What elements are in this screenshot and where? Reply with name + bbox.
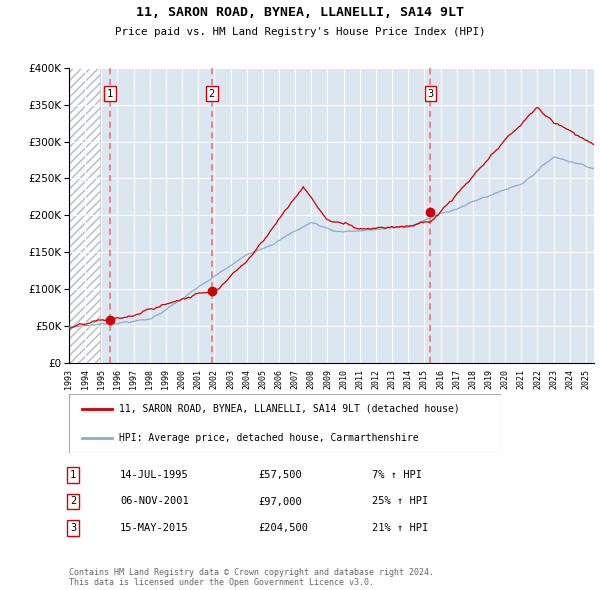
Text: 2009: 2009 [323, 369, 332, 389]
Text: 25% ↑ HPI: 25% ↑ HPI [372, 497, 428, 506]
Text: 2008: 2008 [307, 369, 316, 389]
Text: 2015: 2015 [420, 369, 429, 389]
Text: 2022: 2022 [533, 369, 542, 389]
Text: 2017: 2017 [452, 369, 461, 389]
Text: £204,500: £204,500 [258, 523, 308, 533]
Text: 1995: 1995 [97, 369, 106, 389]
Text: 2: 2 [209, 88, 215, 99]
Text: 2000: 2000 [178, 369, 187, 389]
Text: 14-JUL-1995: 14-JUL-1995 [120, 470, 189, 480]
Text: 21% ↑ HPI: 21% ↑ HPI [372, 523, 428, 533]
Text: Price paid vs. HM Land Registry's House Price Index (HPI): Price paid vs. HM Land Registry's House … [115, 27, 485, 37]
Text: 2001: 2001 [194, 369, 203, 389]
Text: 2025: 2025 [581, 369, 590, 389]
Text: 2020: 2020 [500, 369, 509, 389]
Text: £57,500: £57,500 [258, 470, 302, 480]
Text: 2014: 2014 [404, 369, 413, 389]
Text: 1996: 1996 [113, 369, 122, 389]
Text: 1994: 1994 [80, 369, 89, 389]
Text: 2019: 2019 [485, 369, 493, 389]
Text: 2021: 2021 [517, 369, 526, 389]
Text: 2: 2 [70, 497, 76, 506]
Text: 2016: 2016 [436, 369, 445, 389]
Text: 1993: 1993 [65, 369, 74, 389]
Text: 1998: 1998 [145, 369, 154, 389]
Text: 7% ↑ HPI: 7% ↑ HPI [372, 470, 422, 480]
Text: 11, SARON ROAD, BYNEA, LLANELLI, SA14 9LT: 11, SARON ROAD, BYNEA, LLANELLI, SA14 9L… [136, 6, 464, 19]
Text: £97,000: £97,000 [258, 497, 302, 506]
Text: 15-MAY-2015: 15-MAY-2015 [120, 523, 189, 533]
Text: 1999: 1999 [161, 369, 170, 389]
Text: 2018: 2018 [469, 369, 478, 389]
Text: 2012: 2012 [371, 369, 380, 389]
Text: 3: 3 [427, 88, 433, 99]
Text: HPI: Average price, detached house, Carmarthenshire: HPI: Average price, detached house, Carm… [119, 434, 418, 443]
Text: Contains HM Land Registry data © Crown copyright and database right 2024.
This d: Contains HM Land Registry data © Crown c… [69, 568, 434, 587]
Text: 2010: 2010 [339, 369, 348, 389]
Text: 2005: 2005 [259, 369, 268, 389]
Text: 1: 1 [70, 470, 76, 480]
Text: 2003: 2003 [226, 369, 235, 389]
Text: 2024: 2024 [565, 369, 574, 389]
Text: 2011: 2011 [355, 369, 364, 389]
Text: 06-NOV-2001: 06-NOV-2001 [120, 497, 189, 506]
Text: 1: 1 [107, 88, 113, 99]
Text: 2004: 2004 [242, 369, 251, 389]
Text: 3: 3 [70, 523, 76, 533]
Text: 2007: 2007 [290, 369, 299, 389]
Text: 2023: 2023 [549, 369, 558, 389]
Text: 1997: 1997 [129, 369, 138, 389]
Text: 2013: 2013 [388, 369, 397, 389]
Text: 2002: 2002 [210, 369, 219, 389]
Text: 11, SARON ROAD, BYNEA, LLANELLI, SA14 9LT (detached house): 11, SARON ROAD, BYNEA, LLANELLI, SA14 9L… [119, 404, 460, 414]
Text: 2006: 2006 [275, 369, 284, 389]
